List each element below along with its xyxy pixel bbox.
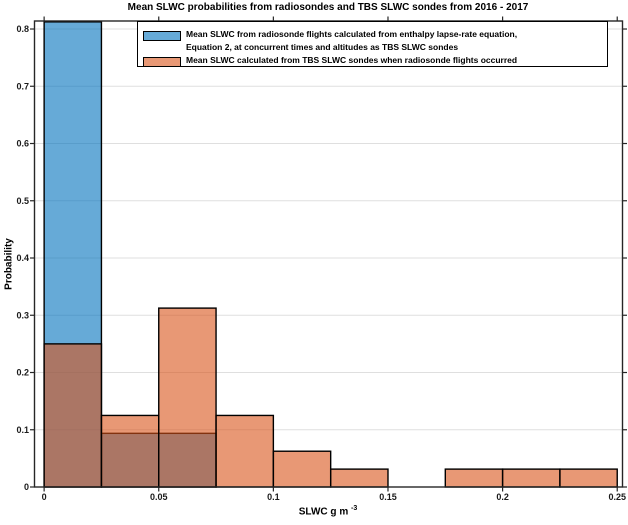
legend-entry-radiosonde-line1: Mean SLWC from radiosonde flights calcul… <box>186 29 518 39</box>
histogram-bar <box>215 414 275 488</box>
y-axis-label: Probability <box>3 238 15 290</box>
tick-labels: 0 0.05 0.1 0.15 0.2 0.25 0 0.1 0.2 0.3 0.4 0.5 0.6 0.… <box>16 24 626 502</box>
tick-label: 0.2 <box>496 492 509 502</box>
tick-label: 0.1 <box>267 492 280 502</box>
tick-label: 0.8 <box>16 24 29 34</box>
x-axis-label-text: SLWC g m <box>298 506 349 518</box>
tick-label: 0.1 <box>16 425 29 435</box>
tick-label: 0 <box>42 492 47 502</box>
tick-marks <box>30 16 627 492</box>
tick-label: 0.7 <box>16 81 29 91</box>
gridlines <box>34 28 623 431</box>
tick-label: 0.5 <box>16 196 29 206</box>
tick-label: 0.05 <box>150 492 168 502</box>
legend-entry-tbs-line1: Mean SLWC calculated from TBS SLWC sonde… <box>186 55 518 65</box>
histogram-bar <box>501 468 561 488</box>
histogram-bar <box>559 468 618 488</box>
histogram-bar <box>444 468 504 488</box>
histogram-bar <box>158 307 217 488</box>
legend-entry-radiosonde-line2: Equation 2, at concurrent times and alti… <box>186 42 459 52</box>
legend-swatch-radiosonde <box>143 31 181 41</box>
histogram-bar <box>272 450 332 488</box>
bars-tbs-mean-slwc <box>43 307 618 488</box>
x-axis-label-superscript: -3 <box>351 505 358 512</box>
chart-title: Mean SLWC probabilities from radiosondes… <box>127 2 529 13</box>
tick-label: 0 <box>24 482 29 492</box>
tick-label: 0.6 <box>16 139 29 149</box>
histogram-bar <box>100 414 160 488</box>
tick-label: 0.4 <box>16 253 29 263</box>
tick-label: 0.2 <box>16 368 29 378</box>
tick-label: 0.15 <box>379 492 397 502</box>
histogram-bar <box>43 343 103 488</box>
x-axis-label: SLWC g m -3 <box>34 505 622 517</box>
legend: Mean SLWC from radiosonde flights calcul… <box>137 21 608 67</box>
histogram-bar <box>329 468 389 488</box>
legend-swatch-tbs <box>143 57 181 67</box>
tick-label: 0.3 <box>16 310 29 320</box>
tick-label: 0.25 <box>608 492 626 502</box>
